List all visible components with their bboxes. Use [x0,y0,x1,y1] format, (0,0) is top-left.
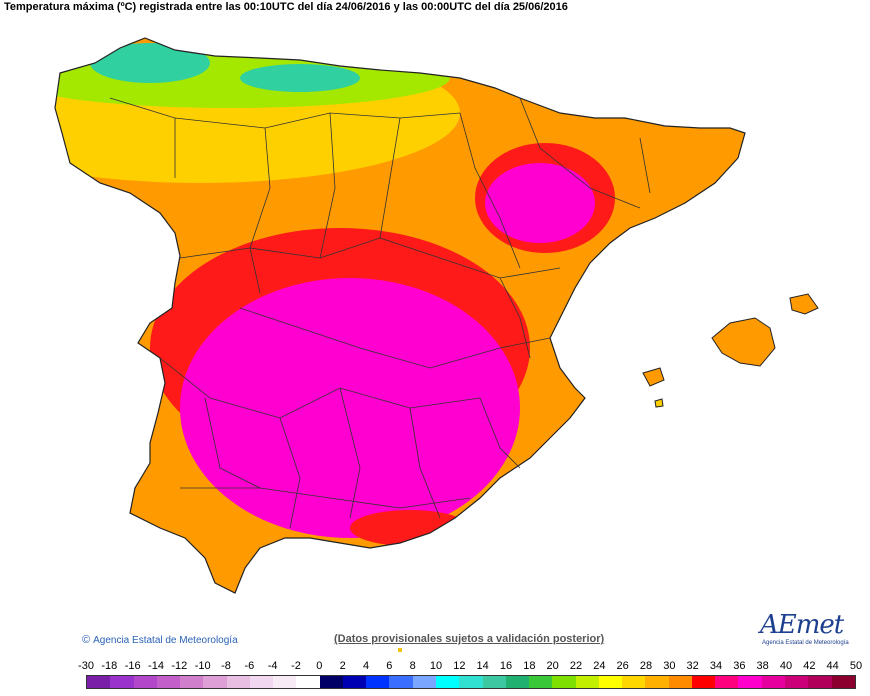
coastline [54,37,746,594]
map-title: Temperatura máxima (ºC) registrada entre… [4,1,568,13]
legend-label: 14 [476,660,489,672]
legend-label: 8 [409,660,416,672]
legend-label: 50 [849,660,863,672]
agency-credit: © Agencia Estatal de Meteorología [82,634,238,646]
legend-label: -6 [244,660,255,672]
legend-swatch [203,676,227,688]
legend-label: 20 [546,660,559,672]
legend-label: 10 [429,660,443,672]
legend-swatch [180,676,204,688]
legend-label: 0 [316,660,323,672]
legend-swatch [715,676,739,688]
legend-color-bar [86,675,856,689]
temperature-map [0,18,870,628]
legend-swatch [552,676,576,688]
legend-swatch [366,676,390,688]
legend-label: -12 [171,660,188,672]
legend-swatch [156,676,181,688]
legend-swatch [110,676,134,688]
legend-swatch [808,676,832,688]
legend-label: 34 [709,660,723,672]
provisional-data-notice: (Datos provisionales sujetos a validació… [334,633,605,645]
legend-swatch [738,676,762,688]
legend-label: 44 [826,660,839,672]
legend-swatch [831,676,855,688]
legend-label: 30 [663,660,676,672]
legend-swatch [342,676,367,688]
iberia-map-svg [54,37,819,594]
legend-label: 16 [499,660,513,672]
legend-swatch [645,676,669,688]
legend-label: -4 [267,660,278,672]
legend-label: 36 [733,660,746,672]
legend-label: 24 [593,660,606,672]
legend-swatch [296,676,320,688]
legend-label: 28 [639,660,653,672]
legend-swatch [691,676,716,688]
balearic-islands [642,293,819,408]
legend-label: 2 [339,660,346,672]
legend-swatch [319,676,343,688]
logo-subtitle: Agencia Estatal de Meteorología [762,640,849,646]
legend-swatch [412,676,436,688]
legend-label: -10 [194,660,211,672]
province-borders [109,97,651,529]
legend-label: 40 [779,660,793,672]
legend-swatch [622,676,646,688]
marker-dot [398,648,402,652]
logo-text: AEmet [760,610,844,640]
legend-swatch [575,676,599,688]
legend-label: -14 [148,660,164,672]
legend-label: 4 [362,660,370,672]
legend-swatch [273,676,297,688]
legend-swatch [784,676,809,688]
legend-swatch [505,676,530,688]
legend-swatch [133,676,157,688]
legend-label: 32 [686,660,699,672]
copyright-icon: © [82,634,91,646]
legend-swatch [598,676,623,688]
legend-labels: -30 -18 -16 -14 -12 -10 -8 -6 -4 -2 0 2 4 6 8 10 12 14 16 1… [78,660,863,674]
legend-swatch [529,676,553,688]
legend-swatch [249,676,274,688]
legend-label: 18 [523,660,536,672]
legend-label: 38 [756,660,769,672]
legend-swatch [226,676,250,688]
legend-label: 42 [803,660,816,672]
credit-text: Agencia Estatal de Meteorología [93,635,238,646]
legend-swatch [435,676,460,688]
legend-swatch [761,676,785,688]
legend-label: 6 [386,660,393,672]
legend-label: -8 [221,660,231,672]
legend-label: 26 [616,660,629,672]
legend-label: -30 [78,660,94,672]
legend-swatch [668,676,692,688]
legend-swatch [482,676,506,688]
legend-label: -2 [291,660,301,672]
legend-swatch [459,676,483,688]
aemet-logo: AEmet Agencia Estatal de Meteorología [760,610,849,650]
legend-swatch [87,676,111,688]
legend-label: 22 [569,660,583,672]
legend-label: -16 [124,660,141,672]
legend-label: 12 [453,660,466,672]
legend-label: -18 [101,660,118,672]
temperature-legend: -30 -18 -16 -14 -12 -10 -8 -6 -4 -2 0 2 4 6 8 10 12 14 16 1… [78,660,863,694]
legend-swatch [389,676,413,688]
